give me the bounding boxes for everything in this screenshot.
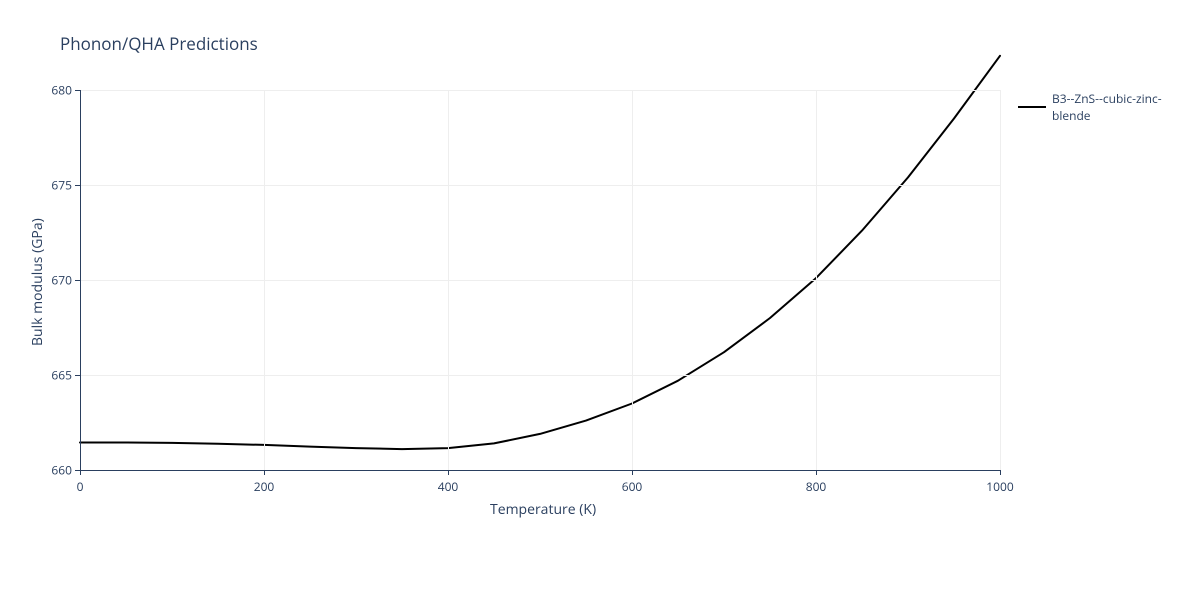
y-tick-label: 675 [46,177,72,194]
gridline-h [80,185,1000,186]
legend[interactable]: B3--ZnS--cubic-zinc-blende [1018,90,1200,124]
y-axis-title: Bulk modulus (GPa) [28,218,47,346]
y-tick-label: 670 [46,272,72,289]
series-line[interactable] [80,56,1000,449]
gridline-h [80,375,1000,376]
legend-swatch [1018,106,1046,108]
x-axis-line [80,470,1000,471]
chart-title: Phonon/QHA Predictions [60,32,258,55]
x-tick-label: 0 [77,478,84,495]
x-tick-label: 600 [622,478,643,495]
x-axis-title: Temperature (K) [490,500,596,519]
x-tick-label: 1000 [986,478,1013,495]
legend-label: B3--ZnS--cubic-zinc-blende [1052,90,1200,124]
y-tick-label: 680 [46,82,72,99]
x-tick-label: 400 [438,478,459,495]
y-tick-label: 660 [46,462,72,479]
y-axis-line [80,90,81,470]
gridline-v [1000,90,1001,470]
legend-item[interactable]: B3--ZnS--cubic-zinc-blende [1018,90,1200,124]
x-tick-label: 800 [806,478,827,495]
x-tick [1000,470,1001,475]
gridline-h [80,90,1000,91]
gridline-h [80,280,1000,281]
x-tick-label: 200 [254,478,275,495]
chart-root: Phonon/QHA Predictions Temperature (K) B… [0,0,1200,600]
y-tick-label: 665 [46,367,72,384]
